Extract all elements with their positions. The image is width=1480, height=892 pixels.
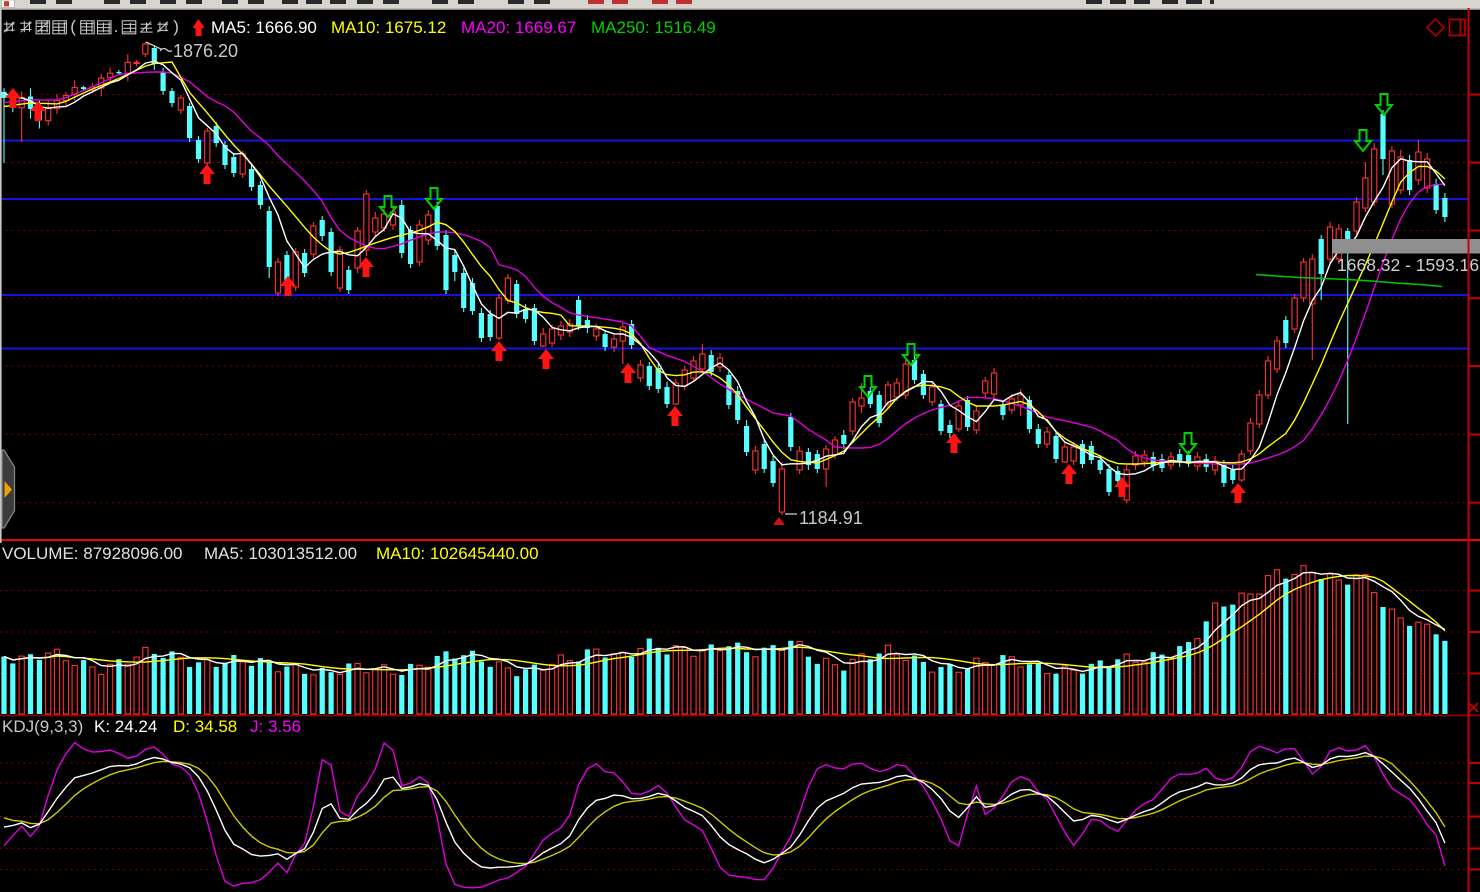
svg-text:MA5: 1666.90: MA5: 1666.90 — [211, 18, 317, 37]
svg-text:.: . — [114, 17, 119, 36]
svg-text:MA5: 103013512.00: MA5: 103013512.00 — [204, 544, 357, 563]
svg-text:D: 34.58: D: 34.58 — [173, 717, 237, 736]
svg-text:MA10: 102645440.00: MA10: 102645440.00 — [376, 544, 539, 563]
svg-text:K: 24.24: K: 24.24 — [94, 717, 157, 736]
svg-text:MA250: 1516.49: MA250: 1516.49 — [591, 18, 716, 37]
svg-text:MA10: 1675.12: MA10: 1675.12 — [331, 18, 446, 37]
svg-text:(: ( — [70, 17, 76, 36]
svg-text:VOLUME: 87928096.00: VOLUME: 87928096.00 — [2, 544, 183, 563]
svg-text:1876.20: 1876.20 — [173, 41, 238, 61]
svg-text:1184.91: 1184.91 — [799, 508, 863, 528]
svg-text:KDJ(9,3,3): KDJ(9,3,3) — [2, 717, 83, 736]
svg-text:J: 3.56: J: 3.56 — [250, 717, 301, 736]
svg-text:): ) — [173, 17, 179, 36]
svg-text:1668.32 - 1593.16: 1668.32 - 1593.16 — [1337, 255, 1479, 275]
svg-text:MA20: 1669.67: MA20: 1669.67 — [461, 18, 576, 37]
